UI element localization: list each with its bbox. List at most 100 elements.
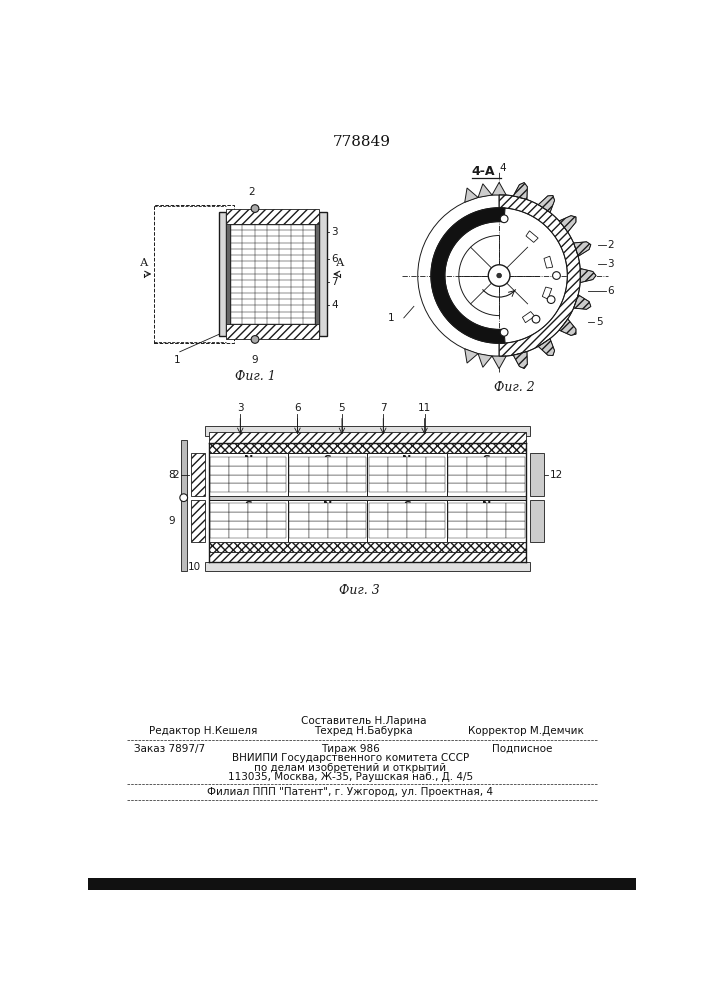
- Text: 8: 8: [168, 470, 175, 480]
- Bar: [210, 512, 229, 521]
- Text: 1: 1: [174, 355, 181, 365]
- Text: 2: 2: [173, 470, 179, 480]
- Polygon shape: [513, 352, 527, 369]
- Polygon shape: [559, 216, 576, 232]
- Bar: [248, 512, 267, 521]
- Bar: [327, 466, 346, 475]
- Bar: [506, 457, 525, 466]
- Bar: [467, 483, 486, 492]
- Bar: [308, 466, 327, 475]
- Bar: [369, 503, 388, 512]
- Text: Заказ 7897/7: Заказ 7897/7: [134, 744, 205, 754]
- Text: Подписное: Подписное: [492, 744, 553, 754]
- Text: 11: 11: [418, 403, 431, 413]
- Bar: [308, 457, 327, 466]
- Bar: [447, 500, 526, 542]
- Text: N: N: [244, 455, 253, 465]
- Text: Корректор М.Демчик: Корректор М.Демчик: [468, 726, 584, 736]
- Bar: [308, 483, 327, 492]
- Polygon shape: [544, 256, 553, 268]
- Polygon shape: [580, 268, 596, 283]
- Text: Техред Н.Бабурка: Техред Н.Бабурка: [314, 726, 413, 736]
- Polygon shape: [478, 184, 492, 197]
- Bar: [369, 466, 388, 475]
- Bar: [346, 503, 366, 512]
- Bar: [209, 453, 288, 496]
- Bar: [506, 475, 525, 483]
- Bar: [506, 483, 525, 492]
- Polygon shape: [522, 312, 534, 323]
- Bar: [407, 503, 426, 512]
- Bar: [289, 483, 308, 492]
- Bar: [346, 521, 366, 529]
- Bar: [506, 521, 525, 529]
- Bar: [407, 529, 426, 538]
- Text: 6: 6: [331, 254, 337, 264]
- Bar: [327, 529, 346, 538]
- Bar: [308, 475, 327, 483]
- Bar: [506, 512, 525, 521]
- Bar: [210, 521, 229, 529]
- Bar: [327, 521, 346, 529]
- Bar: [369, 529, 388, 538]
- Bar: [486, 512, 506, 521]
- Bar: [248, 466, 267, 475]
- Bar: [448, 503, 467, 512]
- Bar: [229, 512, 248, 521]
- Bar: [229, 457, 248, 466]
- Bar: [407, 475, 426, 483]
- Bar: [467, 503, 486, 512]
- Polygon shape: [492, 182, 506, 195]
- Bar: [248, 503, 267, 512]
- Bar: [346, 483, 366, 492]
- Bar: [267, 475, 286, 483]
- Bar: [426, 466, 445, 475]
- Text: 7: 7: [331, 277, 337, 287]
- Circle shape: [547, 296, 555, 303]
- Text: ВНИИПИ Государственного комитета СССР: ВНИИПИ Государственного комитета СССР: [232, 753, 469, 763]
- Bar: [210, 457, 229, 466]
- Polygon shape: [573, 295, 591, 309]
- Bar: [308, 521, 327, 529]
- Bar: [448, 457, 467, 466]
- Bar: [448, 483, 467, 492]
- Bar: [204, 426, 530, 436]
- Bar: [467, 529, 486, 538]
- Bar: [346, 529, 366, 538]
- Bar: [369, 475, 388, 483]
- Circle shape: [501, 328, 508, 336]
- Bar: [88, 878, 636, 890]
- Bar: [226, 324, 320, 339]
- Bar: [467, 457, 486, 466]
- Bar: [229, 529, 248, 538]
- Bar: [486, 503, 506, 512]
- Text: Фиг. 2: Фиг. 2: [494, 381, 535, 394]
- Bar: [486, 457, 506, 466]
- Bar: [209, 432, 526, 443]
- Bar: [327, 475, 346, 483]
- Polygon shape: [526, 231, 538, 242]
- Bar: [288, 500, 368, 542]
- Text: Составитель Н.Ларина: Составитель Н.Ларина: [300, 716, 426, 726]
- Polygon shape: [499, 195, 580, 356]
- Bar: [368, 453, 447, 496]
- Bar: [369, 512, 388, 521]
- Bar: [426, 503, 445, 512]
- Bar: [209, 552, 526, 562]
- Bar: [218, 212, 226, 336]
- Bar: [204, 562, 530, 571]
- Bar: [248, 529, 267, 538]
- Bar: [467, 521, 486, 529]
- Text: 7: 7: [380, 403, 387, 413]
- Circle shape: [501, 215, 508, 223]
- Bar: [346, 512, 366, 521]
- Bar: [426, 521, 445, 529]
- Bar: [388, 457, 407, 466]
- Bar: [226, 209, 320, 224]
- Bar: [289, 512, 308, 521]
- Bar: [191, 453, 204, 496]
- Text: 4-А: 4-А: [472, 165, 496, 178]
- Bar: [248, 457, 267, 466]
- Polygon shape: [478, 354, 492, 367]
- Polygon shape: [559, 319, 576, 335]
